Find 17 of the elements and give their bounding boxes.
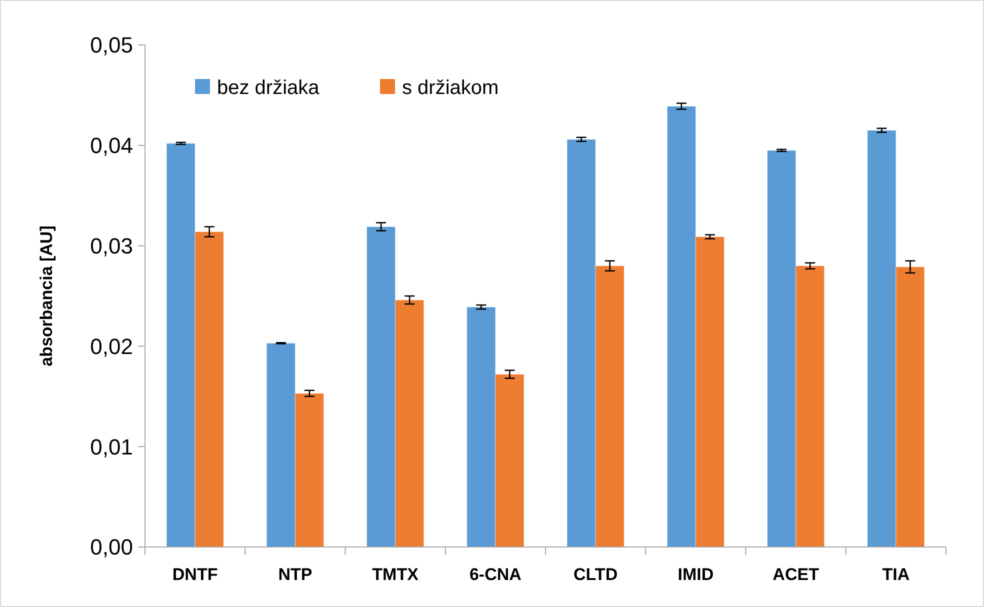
y-tick-label: 0,03 bbox=[90, 234, 133, 258]
y-tick-label: 0,01 bbox=[90, 434, 133, 460]
x-tick-label: CLTD bbox=[574, 565, 618, 584]
x-tick-label: TIA bbox=[882, 565, 910, 584]
y-axis-title: absorbancia [AU] bbox=[37, 226, 56, 366]
x-tick-label: ACET bbox=[772, 565, 820, 584]
y-tick-label: 0,02 bbox=[90, 334, 133, 359]
x-tick-label: DNTF bbox=[172, 565, 218, 584]
x-tick-label: 6-CNA bbox=[469, 565, 522, 584]
y-tick-label: 0,00 bbox=[90, 534, 133, 560]
legend-label: bez držiaka bbox=[217, 77, 320, 99]
x-tick-label: NTP bbox=[278, 565, 312, 584]
x-tick-label: TMTX bbox=[372, 565, 420, 584]
legend-label: s držiakom bbox=[402, 77, 499, 99]
y-tick-label: 0,05 bbox=[90, 32, 133, 58]
y-tick-label: 0,04 bbox=[90, 133, 133, 158]
x-tick-label: IMID bbox=[678, 565, 714, 584]
